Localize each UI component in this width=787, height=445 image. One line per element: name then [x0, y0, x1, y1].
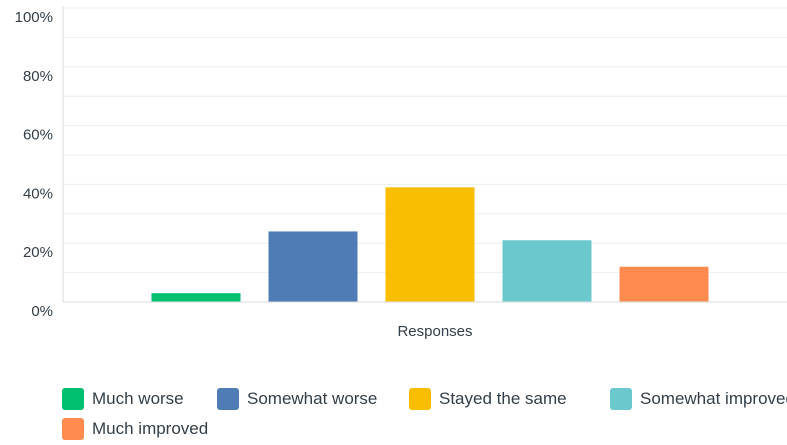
legend-swatch	[610, 388, 632, 410]
bar-somewhat-worse[interactable]	[268, 231, 358, 302]
legend: Much worse Somewhat worse Stayed the same S…	[62, 388, 787, 445]
gridlines	[63, 7, 787, 274]
x-axis-label: Responses	[397, 323, 472, 340]
bar-much-worse[interactable]	[151, 293, 241, 302]
bar-chart: 0% 20% 40% 60% 80% 100% Responses	[15, 6, 787, 340]
legend-item[interactable]: Somewhat improved	[610, 388, 787, 410]
legend-item[interactable]: Stayed the same	[409, 388, 567, 410]
legend-item[interactable]: Much improved	[62, 418, 208, 440]
legend-label: Much worse	[92, 389, 184, 408]
legend-item[interactable]: Much worse	[62, 388, 184, 410]
legend-label: Somewhat worse	[247, 389, 378, 408]
legend-swatch	[62, 388, 84, 410]
legend-swatch	[217, 388, 239, 410]
y-tick-label: 0%	[31, 303, 53, 320]
y-tick-label: 40%	[23, 185, 53, 202]
y-tick-label: 100%	[15, 9, 53, 26]
legend-label: Somewhat improved	[640, 389, 787, 408]
legend-swatch	[409, 388, 431, 410]
bar-somewhat-improved[interactable]	[502, 240, 592, 302]
y-tick-label: 20%	[23, 244, 53, 261]
legend-swatch	[62, 418, 84, 440]
bars	[151, 187, 709, 302]
legend-label: Stayed the same	[439, 389, 567, 408]
y-tick-label: 80%	[23, 68, 53, 85]
legend-label: Much improved	[92, 419, 209, 438]
legend-item[interactable]: Somewhat worse	[217, 388, 377, 410]
bar-much-improved[interactable]	[619, 266, 709, 302]
bar-stayed-the-same[interactable]	[385, 187, 475, 302]
y-axis-ticks: 0% 20% 40% 60% 80% 100%	[15, 9, 53, 320]
y-tick-label: 60%	[23, 127, 53, 144]
